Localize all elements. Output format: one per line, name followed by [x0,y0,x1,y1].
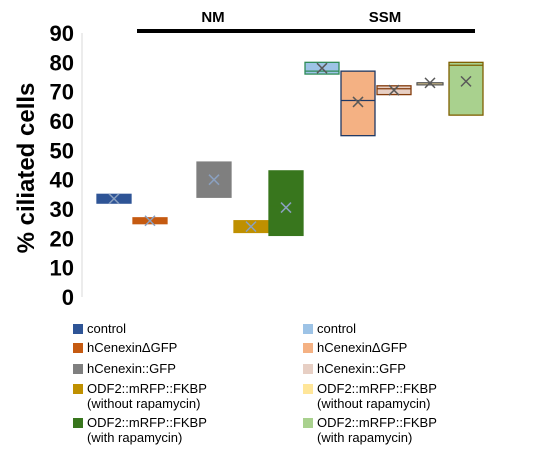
legend-swatch [73,324,83,334]
group-labels: NM SSM [137,9,475,33]
legend-swatch [303,418,313,428]
y-tick-label: 0 [62,285,74,310]
legend-label: ODF2::mRFP::FKBP (without rapamycin) [317,381,437,411]
legend-label: hCenexin::GFP [317,361,406,376]
legend-item: control [73,321,126,336]
y-tick-label: 70 [50,80,74,105]
mean-marker [388,84,400,96]
legend-item: ODF2::mRFP::FKBP (with rapamycin) [73,415,207,445]
y-tick-label: 20 [50,226,74,251]
legend-label: ODF2::mRFP::FKBP (with rapamycin) [317,415,437,445]
legend-label-line: hCenexinΔGFP [87,340,178,355]
legend-label-line: ODF2::mRFP::FKBP [317,415,437,430]
box-ssm-4 [448,61,484,116]
legend-label-line: control [317,321,357,336]
legend-swatch [303,324,313,334]
y-tick-label: 30 [50,197,74,222]
legend-label-line: (with rapamycin) [317,430,413,445]
mean-marker [208,174,220,186]
mean-marker [460,75,472,87]
legend-label-line: (without rapamycin) [87,396,201,411]
y-tick-label: 90 [50,21,74,46]
legend-label-line: hCenexinΔGFP [317,340,408,355]
y-tick-label: 40 [50,168,74,193]
legend-item: hCenexin::GFP [303,361,406,376]
legend-label: control [87,321,126,336]
legend-label: ODF2::mRFP::FKBP (with rapamycin) [87,415,207,445]
legend-label: control [317,321,356,336]
legend-item: control [303,321,356,336]
legend-label-line: (without rapamycin) [317,396,431,411]
legend-swatch [73,364,83,374]
legend-label-line: hCenexin::GFP [87,361,176,376]
legend-label: ODF2::mRFP::FKBP (without rapamycin) [87,381,207,411]
legend-swatch [73,343,83,353]
group-label: SSM [369,9,402,26]
legend-swatch [303,364,313,374]
y-tick-label: 60 [50,109,74,134]
y-axis-label: % ciliated cells [13,83,40,254]
legend-swatch [73,384,83,394]
mean-marker [108,193,120,205]
legend-label-line: ODF2::mRFP::FKBP [87,381,207,396]
legend-label-line: control [87,321,127,336]
boxes [96,61,484,237]
mean-marker [424,77,436,89]
box-nm-4 [268,170,304,237]
legend-label-line: ODF2::mRFP::FKBP [317,381,437,396]
mean-marker [316,62,328,74]
legend-item: hCenexinΔGFP [73,340,177,355]
box-ssm-1 [340,70,376,137]
legend-item: hCenexin::GFP [73,361,176,376]
mean-marker [280,202,292,214]
legend-swatch [303,384,313,394]
mean-marker [352,96,364,108]
y-tick-label: 50 [50,138,74,163]
y-axis-ticks: 0 10 20 30 40 50 60 70 80 90 [50,21,74,310]
y-tick-label: 10 [50,256,74,281]
legend-label-line: (with rapamycin) [87,430,183,445]
legend-item: ODF2::mRFP::FKBP (without rapamycin) [303,381,437,411]
legend-item: ODF2::mRFP::FKBP (with rapamycin) [303,415,437,445]
legend-swatch [73,418,83,428]
legend-item: ODF2::mRFP::FKBP (without rapamycin) [73,381,207,411]
legend-label: hCenexin::GFP [87,361,176,376]
legend-label: hCenexinΔGFP [317,340,407,355]
legend-swatch [303,343,313,353]
mean-marker [144,215,156,227]
y-tick-label: 80 [50,50,74,75]
legend-label: hCenexinΔGFP [87,340,177,355]
legend-label-line: ODF2::mRFP::FKBP [87,415,207,430]
group-label: NM [201,9,224,26]
legend-label-line: hCenexin::GFP [317,361,406,376]
mean-marker [245,221,257,233]
legend-item: hCenexinΔGFP [303,340,407,355]
